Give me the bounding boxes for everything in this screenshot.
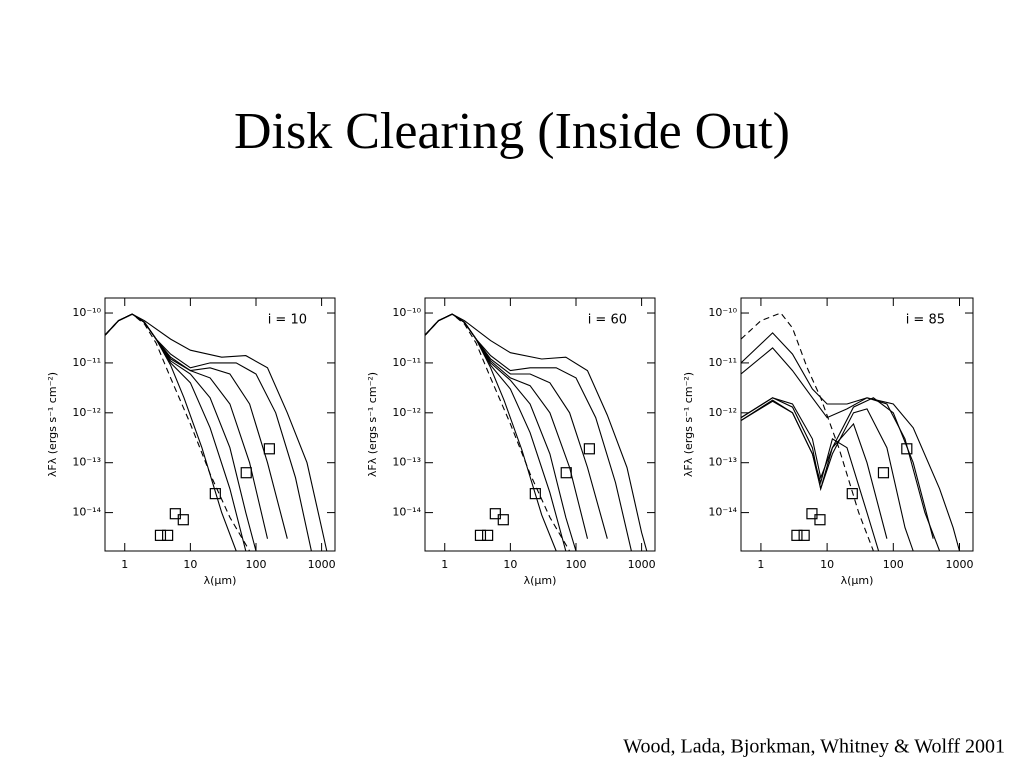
y-tick-label: 10⁻¹³ (392, 456, 421, 469)
data-point (497, 514, 509, 526)
panel-annotation: i = 60 (588, 313, 627, 328)
data-point (846, 488, 858, 500)
sed-curve (741, 399, 888, 539)
data-point (560, 467, 572, 479)
y-tick-label: 10⁻¹⁴ (708, 506, 737, 519)
data-point (482, 529, 494, 541)
y-tick-label: 10⁻¹⁴ (392, 506, 421, 519)
y-tick-label: 10⁻¹¹ (708, 356, 737, 369)
slide-title: Disk Clearing (Inside Out) (234, 103, 790, 160)
sed-curve (741, 347, 941, 551)
plot-area (741, 312, 961, 551)
sed-curve (741, 312, 874, 551)
sed-curve (741, 397, 914, 551)
sed-curve (425, 313, 608, 539)
x-tick-label: 1 (121, 558, 128, 571)
sed-curve (741, 397, 934, 539)
sed-curve (105, 313, 312, 551)
data-point (209, 488, 221, 500)
sed-curve (741, 400, 880, 551)
x-axis-label: λ(μm) (841, 574, 874, 587)
y-tick-label: 10⁻¹² (392, 406, 421, 419)
data-point (877, 467, 890, 479)
x-tick-label: 100 (245, 558, 266, 571)
data-point (169, 508, 181, 520)
x-tick-label: 1000 (628, 558, 656, 571)
sed-curve (425, 313, 567, 551)
x-tick-label: 1000 (945, 558, 973, 571)
plot-area (425, 313, 648, 551)
y-tick-label: 10⁻¹⁰ (708, 306, 737, 319)
y-tick-label: 10⁻¹¹ (72, 356, 101, 369)
plot-frame (740, 297, 974, 552)
y-tick-label: 10⁻¹⁰ (72, 306, 101, 319)
data-point (177, 514, 189, 526)
citation: Wood, Lada, Bjorkman, Whitney & Wolff 20… (623, 736, 1005, 758)
plot-frame (104, 297, 336, 552)
data-point (798, 529, 810, 541)
x-axis-label: λ(μm) (524, 574, 557, 587)
x-tick-label: 10 (820, 558, 834, 571)
y-tick-label: 10⁻¹² (708, 406, 737, 419)
x-tick-label: 10 (503, 558, 517, 571)
data-point (806, 508, 818, 520)
data-point (474, 529, 487, 541)
y-axis-label: λFλ (ergs s⁻¹ cm⁻²) (46, 372, 59, 477)
plot-area (105, 313, 328, 551)
data-point (901, 443, 913, 455)
x-tick-label: 1 (441, 558, 448, 571)
y-axis-label: λFλ (ergs s⁻¹ cm⁻²) (682, 372, 695, 477)
x-axis-label: λ(μm) (204, 574, 237, 587)
sed-curve (105, 313, 237, 551)
x-tick-label: 100 (883, 558, 904, 571)
y-tick-label: 10⁻¹¹ (392, 356, 421, 369)
sed-curve (741, 332, 961, 551)
plot-frame (424, 297, 656, 552)
y-tick-label: 10⁻¹³ (72, 456, 101, 469)
data-point (154, 529, 167, 541)
sed-curve (425, 313, 571, 551)
panel-annotation: i = 10 (268, 313, 307, 328)
data-point (240, 467, 252, 479)
data-point (489, 508, 501, 520)
sed-curve (425, 313, 648, 551)
x-tick-label: 10 (183, 558, 197, 571)
x-tick-label: 1 (757, 558, 764, 571)
y-tick-label: 10⁻¹² (72, 406, 101, 419)
data-point (583, 443, 595, 455)
x-tick-label: 100 (565, 558, 586, 571)
data-point (263, 443, 275, 455)
data-point (529, 488, 541, 500)
sed-curve (105, 313, 247, 551)
sed-curve (425, 313, 557, 551)
sed-curve (105, 313, 328, 551)
x-tick-label: 1000 (308, 558, 336, 571)
panel-annotation: i = 85 (906, 313, 945, 328)
sed-curve (105, 313, 251, 551)
data-point (791, 529, 803, 541)
data-point (162, 529, 174, 541)
y-tick-label: 10⁻¹³ (708, 456, 737, 469)
y-tick-label: 10⁻¹⁰ (392, 306, 421, 319)
y-axis-label: λFλ (ergs s⁻¹ cm⁻²) (366, 372, 379, 477)
y-tick-label: 10⁻¹⁴ (72, 506, 101, 519)
data-point (814, 514, 826, 526)
